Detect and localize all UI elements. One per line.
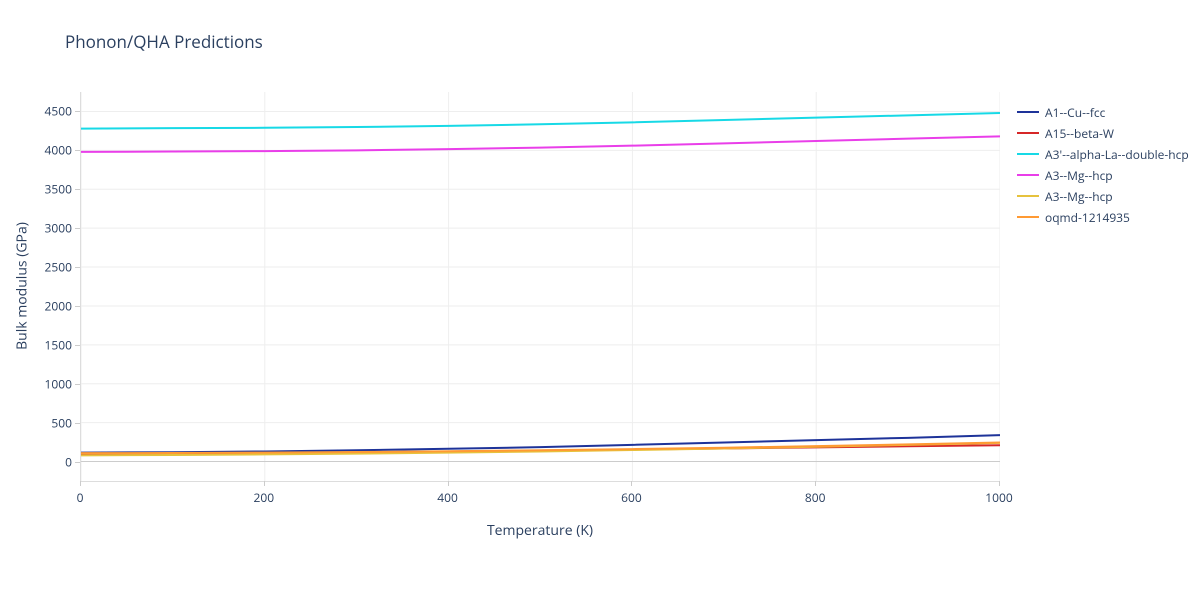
x-tick-label: 1000 [985, 489, 1012, 506]
x-tick-mark [631, 481, 632, 486]
y-tick-label: 2000 [45, 297, 72, 314]
x-tick-mark [448, 481, 449, 486]
y-tick-label: 4500 [45, 103, 72, 120]
y-tick-label: 1000 [45, 375, 72, 392]
legend-swatch [1017, 111, 1039, 113]
x-tick-label: 200 [254, 489, 275, 506]
legend-label: A15--beta-W [1045, 125, 1114, 142]
chart-title: Phonon/QHA Predictions [65, 30, 263, 53]
y-tick-label: 500 [51, 414, 72, 431]
x-tick-label: 0 [77, 489, 84, 506]
legend-item[interactable]: A3--Mg--hcp [1017, 186, 1189, 206]
legend-item[interactable]: oqmd-1214935 [1017, 207, 1189, 227]
legend-item[interactable]: A1--Cu--fcc [1017, 102, 1189, 122]
x-axis-label: Temperature (K) [487, 521, 593, 540]
y-tick-label: 4000 [45, 142, 72, 159]
legend-item[interactable]: A3--Mg--hcp [1017, 165, 1189, 185]
y-tick-mark [75, 150, 80, 151]
y-tick-mark [75, 267, 80, 268]
legend-item[interactable]: A15--beta-W [1017, 123, 1189, 143]
series-line [81, 113, 1000, 129]
legend-swatch [1017, 216, 1039, 218]
y-axis-label: Bulk modulus (GPa) [13, 222, 32, 350]
legend-swatch [1017, 132, 1039, 134]
y-tick-mark [75, 384, 80, 385]
legend-label: A3--Mg--hcp [1045, 167, 1113, 184]
y-tick-mark [75, 423, 80, 424]
x-tick-mark [815, 481, 816, 486]
legend-swatch [1017, 174, 1039, 176]
y-tick-mark [75, 189, 80, 190]
legend: A1--Cu--fcc A15--beta-W A3'--alpha-La--dou… [1017, 102, 1189, 228]
legend-swatch [1017, 195, 1039, 197]
x-tick-mark [80, 481, 81, 486]
legend-swatch [1017, 153, 1039, 155]
y-tick-label: 3500 [45, 181, 72, 198]
y-tick-mark [75, 345, 80, 346]
legend-label: A3'--alpha-La--double-hcp [1045, 146, 1189, 163]
x-tick-mark [264, 481, 265, 486]
y-tick-label: 1500 [45, 336, 72, 353]
chart-container: Phonon/QHA Predictions Bulk modulus (GPa… [0, 0, 1200, 600]
y-tick-mark [75, 228, 80, 229]
series-line [81, 136, 1000, 152]
y-tick-label: 2500 [45, 259, 72, 276]
x-tick-label: 800 [805, 489, 826, 506]
y-tick-label: 0 [65, 453, 72, 470]
legend-item[interactable]: A3'--alpha-La--double-hcp [1017, 144, 1189, 164]
x-tick-mark [999, 481, 1000, 486]
y-tick-label: 3000 [45, 220, 72, 237]
plot-area [80, 92, 1000, 482]
legend-label: A1--Cu--fcc [1045, 104, 1105, 121]
x-tick-label: 400 [437, 489, 458, 506]
y-tick-mark [75, 111, 80, 112]
y-tick-mark [75, 306, 80, 307]
chart-svg [81, 92, 1000, 481]
legend-label: A3--Mg--hcp [1045, 188, 1113, 205]
y-tick-mark [75, 462, 80, 463]
x-tick-label: 600 [621, 489, 642, 506]
legend-label: oqmd-1214935 [1045, 209, 1130, 226]
